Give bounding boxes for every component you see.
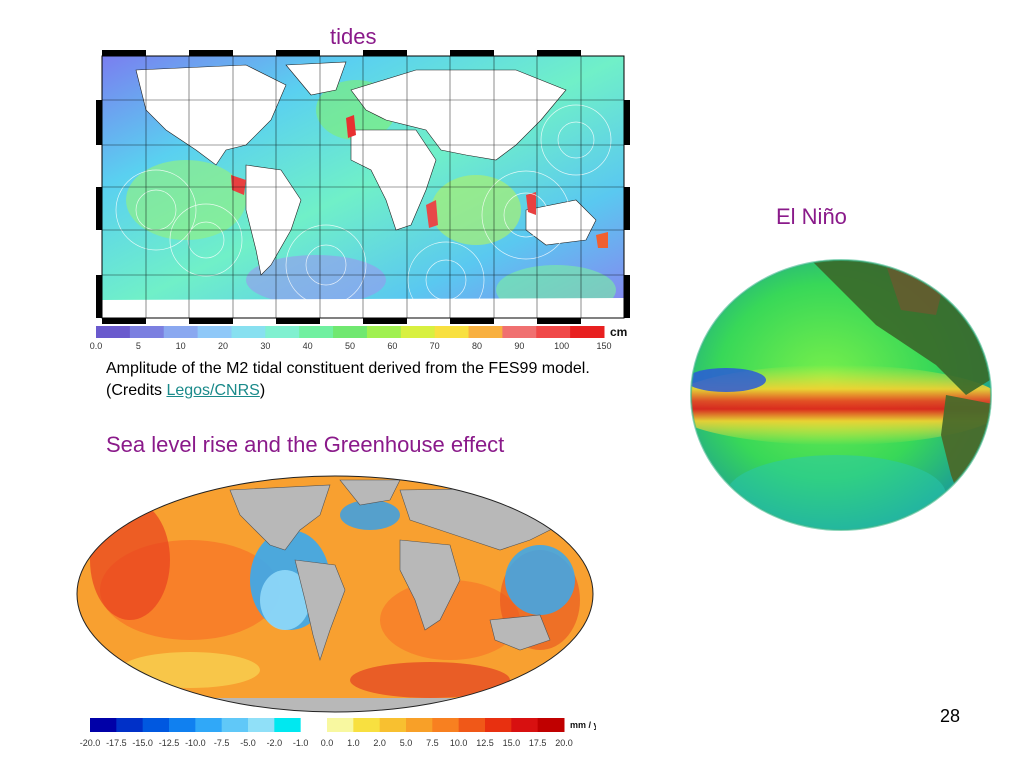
colorbar-tick-label: 10.0 [450, 738, 468, 748]
colorbar-swatch [248, 718, 275, 732]
colorbar-swatch [195, 718, 223, 732]
colorbar-swatch [333, 326, 368, 338]
colorbar-tick-label: -17.5 [106, 738, 127, 748]
colorbar-tick-label: 20.0 [555, 738, 573, 748]
colorbar-tick-label: 5.0 [400, 738, 413, 748]
colorbar-tick-label: 12.5 [476, 738, 494, 748]
colorbar-tick-label: 100 [554, 341, 569, 351]
colorbar-tick-label: 90 [514, 341, 524, 351]
colorbar-tick-label: 40 [303, 341, 313, 351]
colorbar-tick-label: -10.0 [185, 738, 206, 748]
colorbar-tick-label: 17.5 [529, 738, 547, 748]
el-nino-globe [690, 259, 992, 531]
colorbar-swatch [570, 326, 605, 338]
colorbar-tick-label: -5.0 [240, 738, 256, 748]
tides-map [96, 50, 630, 324]
tides-caption: Amplitude of the M2 tidal constituent de… [106, 358, 596, 402]
colorbar-swatch [163, 326, 199, 338]
colorbar-tick-label: -7.5 [214, 738, 230, 748]
colorbar-tick-label: 30 [260, 341, 270, 351]
colorbar-swatch [169, 718, 196, 732]
colorbar-swatch [353, 718, 381, 732]
colorbar-swatch [142, 718, 170, 732]
colorbar-tick-label: 2.0 [373, 738, 386, 748]
colorbar-swatch [406, 718, 433, 732]
tides-colorbar: cm 0.0 5 10 20 30 40 50 60 70 80 90 100 150 [90, 325, 627, 351]
colorbar-tick-label: 50 [345, 341, 355, 351]
tides-colorbar-swatches [96, 326, 605, 338]
colorbar-tick-label: 0.0 [321, 738, 334, 748]
colorbar-swatch [231, 326, 266, 338]
colorbar-tick-label: 150 [596, 341, 611, 351]
colorbar-swatch [300, 718, 328, 732]
colorbar-swatch [221, 718, 249, 732]
colorbar-swatch [197, 326, 232, 338]
colorbar-swatch [96, 326, 131, 338]
colorbar-tick-label: 20 [218, 341, 228, 351]
sea-level-title: Sea level rise and the Greenhouse effect [106, 432, 505, 457]
colorbar-swatch [485, 718, 512, 732]
colorbar-swatch [458, 718, 486, 732]
colorbar-tick-label: 10 [176, 341, 186, 351]
sea-level-map [76, 475, 594, 713]
colorbar-swatch [90, 718, 117, 732]
colorbar-swatch [502, 326, 537, 338]
colorbar-tick-label: 70 [430, 341, 440, 351]
colorbar-tick-label: 15.0 [503, 738, 521, 748]
colorbar-swatch [536, 326, 571, 338]
colorbar-swatch [274, 718, 302, 732]
colorbar-tick-label: -2.0 [267, 738, 283, 748]
sea-level-colorbar-swatches [90, 718, 565, 732]
colorbar-tick-label: 5 [136, 341, 141, 351]
page-number: 28 [940, 706, 961, 726]
colorbar-tick-label: -12.5 [159, 738, 180, 748]
el-nino-title: El Niño [776, 204, 847, 229]
colorbar-swatch [468, 326, 503, 338]
tides-colorbar-ticks: 0.0 5 10 20 30 40 50 60 70 80 90 100 150 [90, 341, 612, 351]
colorbar-swatch [265, 326, 300, 338]
colorbar-tick-label: -1.0 [293, 738, 309, 748]
colorbar-swatch [327, 718, 354, 732]
sea-level-colorbar: mm / yr -20.0 -17.5 -15.0 -12.5 -10.0 -7.5 -5.… [80, 718, 596, 748]
colorbar-swatch [537, 718, 565, 732]
colorbar-tick-label: 1.0 [347, 738, 360, 748]
colorbar-tick-label: 80 [472, 341, 482, 351]
colorbar-tick-label: -15.0 [132, 738, 153, 748]
tides-title: tides [330, 24, 377, 49]
tides-colorbar-unit: cm [610, 325, 627, 339]
colorbar-swatch [129, 326, 165, 338]
caption-text: Amplitude of the M2 tidal constituent de… [106, 360, 590, 399]
colorbar-tick-label: 60 [387, 341, 397, 351]
colorbar-tick-label: 0.0 [90, 341, 102, 351]
colorbar-swatch [379, 718, 407, 732]
colorbar-swatch [366, 326, 402, 338]
colorbar-tick-label: -20.0 [80, 738, 101, 748]
colorbar-tick-label: 7.5 [426, 738, 439, 748]
colorbar-swatch [511, 718, 539, 732]
caption-end: ) [259, 382, 266, 399]
sea-level-colorbar-unit: mm / yr [570, 720, 596, 730]
colorbar-swatch [299, 326, 334, 338]
legos-cnrs-link[interactable]: Legos/CNRS [166, 382, 260, 399]
colorbar-swatch [434, 326, 470, 338]
sea-level-colorbar-ticks: -20.0 -17.5 -15.0 -12.5 -10.0 -7.5 -5.0 -2.0 -1.… [80, 738, 573, 748]
colorbar-swatch [432, 718, 460, 732]
colorbar-swatch [400, 326, 436, 338]
colorbar-swatch [116, 718, 144, 732]
